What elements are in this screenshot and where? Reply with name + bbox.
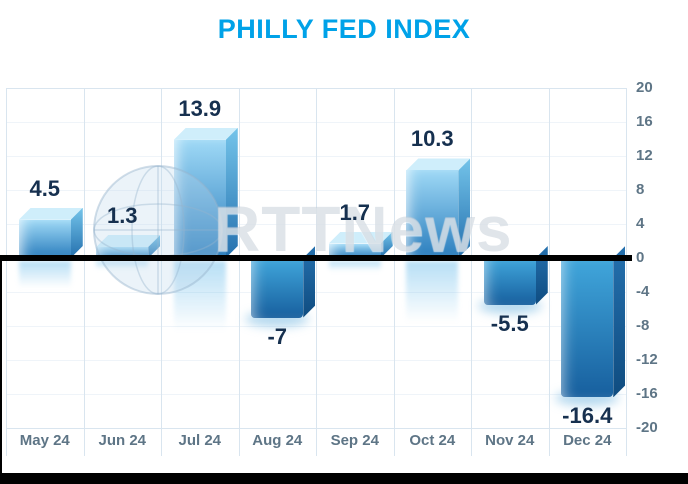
bar-top-face	[406, 158, 470, 170]
v-gridline	[6, 88, 7, 456]
bar	[483, 258, 536, 305]
bar-side-face	[226, 128, 238, 258]
bar-value-label: 10.3	[410, 126, 454, 152]
v-gridline	[393, 88, 395, 456]
bar-value-label: -5.5	[490, 310, 529, 336]
bar-reflection	[406, 261, 459, 323]
chart-title: PHILLY FED INDEX	[217, 14, 471, 44]
bar	[251, 258, 304, 318]
v-gridline	[83, 88, 85, 456]
bar	[96, 246, 149, 258]
bar	[18, 219, 71, 258]
bar	[406, 170, 459, 258]
bar-value-label: 13.9	[178, 95, 222, 121]
zero-line	[0, 255, 632, 261]
v-gridline	[626, 88, 627, 456]
bar-side-face	[303, 246, 315, 318]
bar-top-face	[329, 232, 393, 244]
bar-value-label: 1.3	[106, 202, 138, 228]
bar-top-face	[96, 235, 160, 247]
v-gridline	[238, 88, 240, 456]
bar-value-label: -16.4	[562, 403, 613, 429]
bar-top-face	[174, 128, 238, 140]
bar-side-face	[71, 208, 83, 258]
bar-value-label: 4.5	[29, 175, 61, 201]
v-gridline	[471, 88, 472, 456]
bar-side-face	[458, 158, 470, 258]
left-border	[0, 255, 2, 484]
bar-top-face	[19, 208, 83, 220]
bar-value-label: 1.7	[339, 199, 371, 225]
v-gridline	[316, 88, 317, 456]
bar	[173, 139, 226, 258]
bar-side-face	[613, 246, 625, 397]
v-gridline	[161, 88, 162, 456]
bottom-border	[0, 473, 688, 484]
bar	[561, 258, 614, 398]
bar-reflection	[173, 261, 226, 331]
bar-reflection	[328, 261, 381, 272]
bar-reflection	[96, 261, 149, 269]
bar-reflection	[18, 261, 71, 288]
v-gridline	[548, 88, 550, 456]
bar-value-label: -7	[267, 323, 288, 349]
bar	[328, 243, 381, 258]
